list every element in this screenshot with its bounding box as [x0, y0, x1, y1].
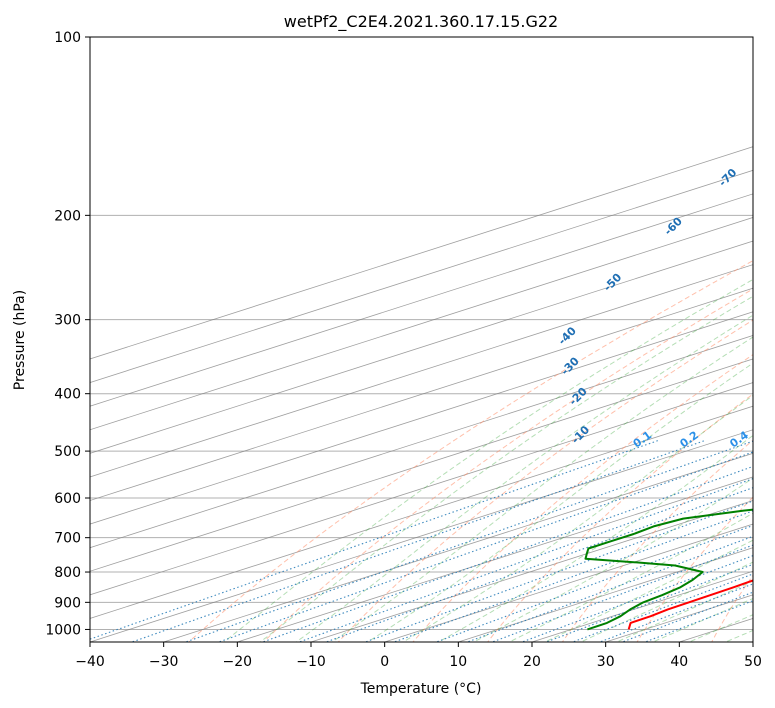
isotherm-line — [90, 311, 753, 525]
moist-adiabat-line — [651, 597, 753, 642]
isotherm-line — [384, 523, 753, 642]
moist-adiabat-line — [366, 362, 753, 642]
x-tick-label: −20 — [223, 654, 253, 670]
y-axis-label: Pressure (hPa) — [12, 290, 28, 390]
isotherm-line — [90, 217, 753, 431]
x-axis-label: Temperature (°C) — [360, 681, 482, 697]
mixing-ratio-line — [90, 440, 659, 640]
y-tick-label: 100 — [54, 30, 81, 46]
moist-adiabat-line — [472, 477, 753, 642]
x-tick-label: 50 — [744, 654, 762, 670]
moist-adiabat-line — [222, 278, 753, 642]
mixing-ratio-line — [571, 573, 753, 642]
chart-title: wetPf2_C2E4.2021.360.17.15.G22 — [284, 12, 558, 32]
y-tick-label: 300 — [54, 313, 81, 329]
mixing-ratio-line — [620, 591, 753, 642]
mixing-ratio-line — [297, 478, 753, 642]
sounding-layer — [584, 508, 753, 631]
dry-adiabat-line — [337, 319, 753, 642]
isotherm-line — [90, 358, 753, 572]
dewpoint-profile — [584, 508, 753, 631]
isotherm-line — [90, 429, 753, 642]
isotherm-line — [310, 500, 753, 642]
moist-adiabat-line — [259, 295, 753, 642]
isotherm-line — [90, 382, 753, 596]
x-tick-label: −40 — [75, 654, 105, 670]
dry-adiabat-line — [262, 288, 753, 642]
isotherm-line — [90, 264, 753, 478]
dry-adiabat-line — [486, 393, 753, 642]
mixing-ratio-line — [643, 600, 753, 642]
isotherm-line — [90, 193, 753, 407]
y-axis-ticks: 100 200 300 400 500 600 700 800 900 1000 — [45, 30, 90, 638]
isotherm-line — [90, 287, 753, 501]
y-tick-label: 400 — [54, 387, 81, 403]
mixing-ratio-line — [184, 440, 753, 642]
isotherm-line — [90, 405, 753, 619]
isotherm-line — [90, 146, 753, 360]
mixing-ratio-line — [217, 451, 753, 642]
y-tick-label: 500 — [54, 444, 81, 460]
plot-frame — [89, 36, 754, 643]
x-axis-ticks: −40 −30 −20 −10 0 10 20 30 40 50 — [75, 642, 762, 670]
x-tick-label: 10 — [449, 654, 467, 670]
y-tick-label: 200 — [54, 208, 81, 224]
x-tick-label: −30 — [149, 654, 179, 670]
dry-adiabat-line — [636, 496, 753, 642]
mixing-ratio-line — [363, 500, 753, 642]
x-tick-label: 30 — [597, 654, 615, 670]
moist-adiabat-line — [402, 394, 753, 642]
isotherm-line — [163, 452, 753, 642]
mixing-ratio-line — [598, 583, 753, 642]
dry-adiabat-line — [188, 260, 753, 642]
isotherm-line — [90, 334, 753, 549]
isotherm-line — [90, 240, 753, 454]
moist-adiabat-line — [295, 314, 753, 642]
y-tick-label: 900 — [54, 595, 81, 611]
dry-adiabat-line — [711, 574, 753, 642]
mixing-ratio-line — [261, 465, 753, 642]
y-tick-label: 1000 — [45, 622, 81, 638]
x-tick-label: 20 — [523, 654, 541, 670]
reference-lines-layer — [90, 260, 753, 642]
isotherm-line — [90, 169, 753, 383]
y-tick-label: 600 — [54, 491, 81, 507]
y-tick-label: 800 — [54, 565, 81, 581]
mixing-ratio-line — [465, 535, 753, 642]
y-tick-label: 700 — [54, 531, 81, 547]
x-tick-label: 0 — [380, 654, 389, 670]
dry-adiabat-line — [412, 354, 753, 642]
moist-adiabat-line — [331, 336, 753, 642]
x-tick-label: 40 — [670, 654, 688, 670]
x-tick-label: −10 — [296, 654, 326, 670]
grid-layer — [90, 37, 753, 642]
isotherm-line — [237, 476, 753, 642]
dry-adiabat-line — [561, 439, 753, 642]
